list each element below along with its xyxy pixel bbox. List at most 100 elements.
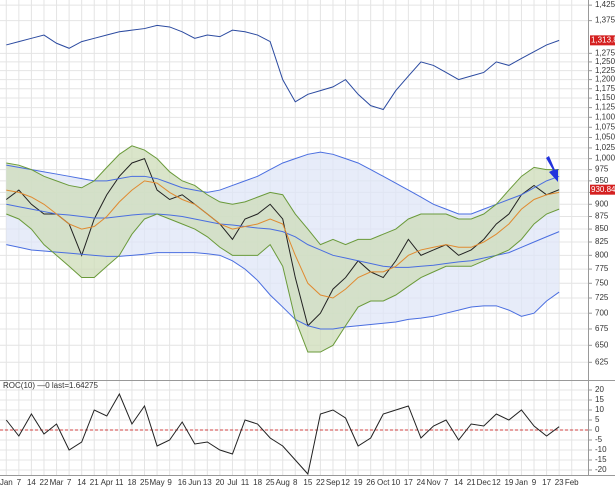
- x-tick-label: 11: [115, 478, 124, 487]
- x-tick-label: 10: [391, 478, 400, 487]
- band-fill: [6, 145, 560, 353]
- x-tick-label: Aug: [276, 478, 290, 487]
- x-tick-label: 22: [40, 478, 49, 487]
- x-tick-label: 25: [140, 478, 149, 487]
- y-tick-label: 1,025: [595, 143, 615, 152]
- y-tick-label: 750: [595, 278, 609, 287]
- y-tick-label: -5: [595, 435, 603, 444]
- y-tick-label: 800: [595, 250, 609, 259]
- x-tick-label: 13: [203, 478, 212, 487]
- x-tick-label: 7: [67, 478, 72, 487]
- y-tick-label: 1,200: [595, 75, 615, 84]
- x-tick-label: 23: [555, 478, 564, 487]
- series-line: [6, 24, 560, 111]
- x-tick-label: 26: [366, 478, 375, 487]
- last-value-label: 1,313.8: [591, 35, 615, 44]
- y-tick-label: 20: [595, 385, 604, 394]
- last-value-label: 930.84: [591, 185, 615, 194]
- last-value-box: [590, 184, 615, 195]
- y-tick-label: -10: [595, 445, 607, 454]
- x-tick-label: 11: [241, 478, 250, 487]
- y-tick-label: 625: [595, 357, 609, 366]
- x-tick-label: Mar: [50, 478, 64, 487]
- x-tick-label: 9: [167, 478, 172, 487]
- y-tick-label: 0: [595, 425, 600, 434]
- x-tick-label: May: [150, 478, 165, 487]
- y-tick-label: 900: [595, 199, 609, 208]
- y-tick-label: 1,100: [595, 112, 615, 121]
- x-tick-label: Sep: [326, 478, 341, 487]
- roc-title: ROC(10) —0 last=1.64275: [3, 381, 98, 390]
- y-tick-label: 5: [595, 415, 600, 424]
- x-tick-label: 14: [77, 478, 86, 487]
- y-tick-label: 775: [595, 264, 609, 273]
- x-tick-label: Dec: [477, 478, 491, 487]
- y-tick-label: -20: [595, 465, 607, 474]
- y-tick-label: 975: [595, 165, 609, 174]
- x-tick-label: 17: [542, 478, 551, 487]
- x-tick-label: 12: [492, 478, 501, 487]
- x-tick-label: Jan: [515, 478, 528, 487]
- x-tick-label: 19: [354, 478, 363, 487]
- series-line: [6, 151, 560, 215]
- x-tick-label: 21: [467, 478, 476, 487]
- y-tick-label: 850: [595, 224, 609, 233]
- series-line: [6, 208, 560, 353]
- layer: [0, 0, 592, 476]
- x-tick-label: 22: [316, 478, 325, 487]
- x-tick-label: Jun: [188, 478, 201, 487]
- series-line: [5, 392, 560, 476]
- x-tick-label: 21: [90, 478, 99, 487]
- y-tick-label: 15: [595, 395, 604, 404]
- y-tick-label: 1,275: [595, 48, 615, 57]
- y-tick-label: 1,000: [595, 154, 615, 163]
- y-tick-label: 875: [595, 212, 609, 221]
- x-tick-label: Nov: [426, 478, 440, 487]
- series-line: [6, 244, 560, 330]
- y-tick-label: 675: [595, 324, 609, 333]
- y-tick-label: 1,075: [595, 122, 615, 131]
- x-tick-label: 18: [127, 478, 136, 487]
- series-line: [6, 145, 560, 246]
- y-tick-label: 650: [595, 340, 609, 349]
- x-tick-label: 14: [454, 478, 463, 487]
- x-tick-label: 7: [17, 478, 22, 487]
- x-tick-label: 24: [416, 478, 425, 487]
- y-tick-label: 1,175: [595, 84, 615, 93]
- x-tick-label: 7: [444, 478, 449, 487]
- y-tick-label: 1,225: [595, 66, 615, 75]
- y-tick-label: 1,425: [595, 0, 615, 9]
- x-tick-label: Jan: [0, 478, 13, 487]
- x-tick-label: 18: [253, 478, 262, 487]
- y-tick-label: 825: [595, 237, 609, 246]
- y-tick-label: 1,250: [595, 57, 615, 66]
- x-tick-label: 12: [341, 478, 350, 487]
- x-tick-label: 19: [504, 478, 513, 487]
- series-line: [6, 203, 560, 268]
- y-tick-label: 10: [595, 405, 604, 414]
- series-line: [6, 180, 560, 299]
- x-tick-label: 16: [178, 478, 187, 487]
- x-tick-label: 25: [266, 478, 275, 487]
- x-tick-label: 20: [215, 478, 224, 487]
- x-tick-label: Oct: [377, 478, 390, 487]
- y-tick-label: 700: [595, 308, 609, 317]
- x-tick-label: 9: [532, 478, 537, 487]
- arrow-annotation: [546, 156, 558, 182]
- x-tick-label: Jul: [227, 478, 237, 487]
- y-tick-label: 725: [595, 293, 609, 302]
- last-value-box: [590, 35, 615, 46]
- y-tick-label: 1,375: [595, 16, 615, 25]
- x-tick-label: 14: [27, 478, 36, 487]
- y-tick-label: 1,050: [595, 133, 615, 142]
- y-tick-label: 1,150: [595, 93, 615, 102]
- y-tick-label: 950: [595, 176, 609, 185]
- y-tick-label: -15: [595, 455, 607, 464]
- x-tick-label: Feb: [565, 478, 579, 487]
- x-tick-label: 15: [303, 478, 312, 487]
- x-tick-label: 8: [293, 478, 298, 487]
- series-line: [5, 157, 560, 327]
- y-tick-label: 1,125: [595, 103, 615, 112]
